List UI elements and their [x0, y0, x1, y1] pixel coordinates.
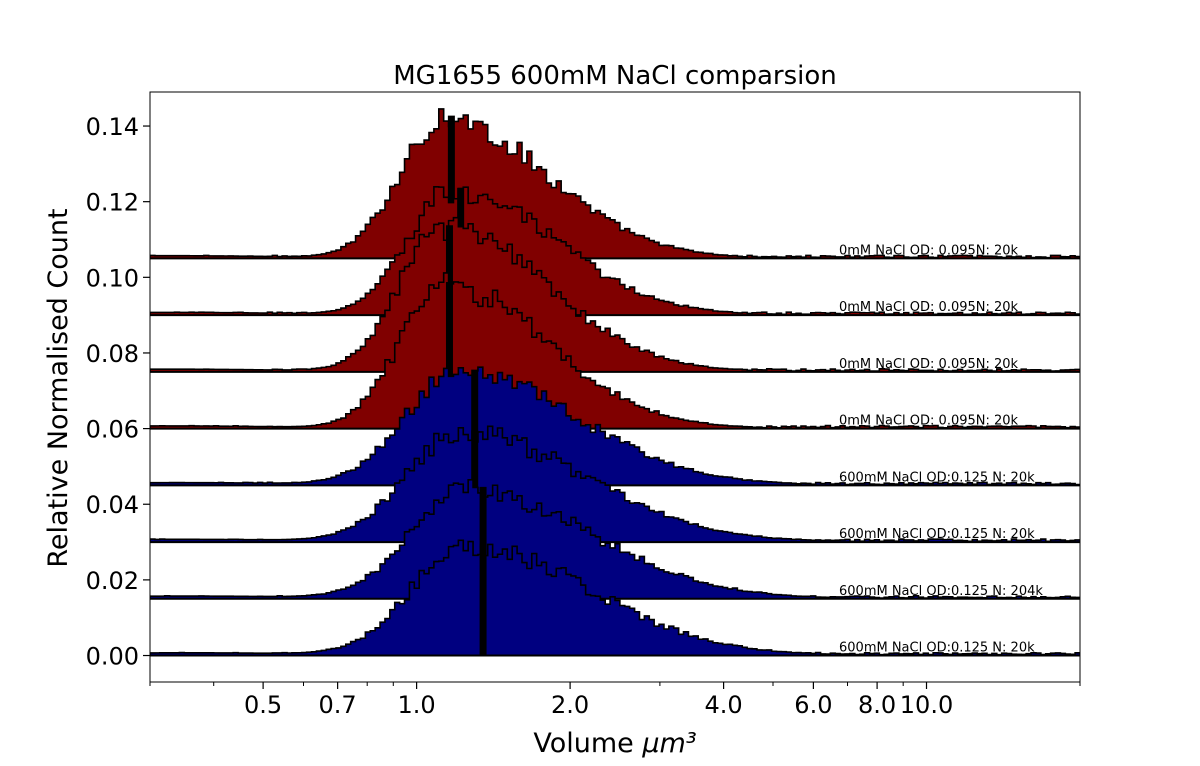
y-tick-label: 0.12 [86, 189, 139, 217]
plot-frame [149, 91, 1081, 683]
series-fill [150, 367, 1080, 486]
x-tick-label: 10.0 [900, 691, 953, 719]
series-label-6: 600mM NaCl OD:0.125 N: 20k [839, 527, 1035, 542]
series-fill [150, 217, 1080, 372]
x-tick-label: 8.0 [858, 691, 896, 719]
y-tick-label: 0.10 [86, 264, 139, 292]
x-axis-title: Volume μm³ [533, 728, 696, 759]
y-tick-label: 0.08 [86, 340, 139, 368]
series-fill [150, 426, 1080, 543]
series-fill [150, 108, 1080, 259]
chart-title: MG1655 600mM NaCl comparsion [393, 61, 837, 91]
y-tick-label: 0.06 [86, 416, 139, 444]
x-tick-label: 0.5 [244, 691, 282, 719]
series-label-5: 600mM NaCl OD:0.125 N: 20k [839, 470, 1035, 485]
series-outline [150, 425, 1080, 543]
series-layer [150, 108, 1080, 657]
x-axis: 0.5 0.7 1.0 2.0 4.0 6.0 8.0 10.0 [149, 682, 1081, 719]
y-tick-label: 0.00 [86, 643, 139, 671]
x-axis-title-text: Volume [533, 728, 633, 759]
x-tick-label: 6.0 [794, 691, 832, 719]
y-tick-label: 0.02 [86, 567, 139, 595]
series-outline [150, 366, 1080, 486]
y-tick-label: 0.14 [86, 113, 139, 141]
series-label-2: 0mM NaCl OD: 0.095N: 20k [839, 300, 1019, 315]
series-outline [150, 272, 1080, 429]
series-fill [150, 272, 1080, 429]
series-label-1: 0mM NaCl OD: 0.095N: 20k [839, 243, 1019, 258]
series-fill [150, 479, 1080, 599]
series-outline [150, 539, 1080, 656]
series-outline [150, 216, 1080, 372]
y-axis-title: Relative Normalised Count [43, 208, 74, 567]
series-label-8: 600mM NaCl OD:0.125 N: 20k [839, 641, 1035, 656]
x-axis-title-unit: μm³ [641, 728, 696, 759]
y-axis: 0.00 0.02 0.04 0.06 0.08 0.10 0.12 0.14 [86, 113, 150, 671]
series-fill [150, 186, 1080, 316]
series-label-3: 0mM NaCl OD: 0.095N: 20k [839, 357, 1019, 372]
series-label-4: 0mM NaCl OD: 0.095N: 20k [839, 414, 1019, 429]
x-tick-label: 1.0 [398, 691, 436, 719]
y-tick-label: 0.04 [86, 491, 139, 519]
series-outline [150, 108, 1080, 259]
series-8 [150, 539, 1080, 657]
x-tick-label: 0.7 [319, 691, 357, 719]
series-1 [150, 108, 1080, 260]
x-tick-label: 2.0 [551, 691, 589, 719]
series-label-7: 600mM NaCl OD:0.125 N: 204k [839, 584, 1043, 599]
x-tick-label: 4.0 [705, 691, 743, 719]
series-outline [150, 186, 1080, 316]
